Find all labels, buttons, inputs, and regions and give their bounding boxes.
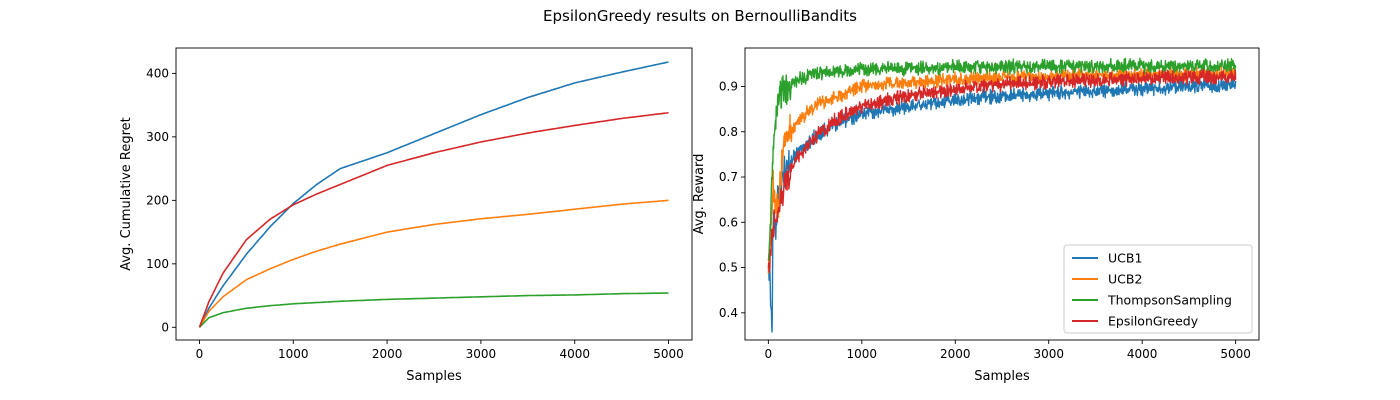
chart-1-y-axis-label: Avg. Cumulative Regret	[119, 117, 134, 271]
chart-2-x-tick-label: 5000	[1220, 347, 1251, 361]
chart-2-legend-label-ucb2: UCB2	[1108, 272, 1142, 287]
chart-2-x-tick-label: 4000	[1127, 347, 1158, 361]
chart-2-series-line-thompsonsampling	[767, 57, 1237, 261]
chart-1-x-axis-label: Samples	[406, 369, 462, 384]
chart-2-y-tick-label: 0.6	[719, 215, 738, 229]
chart-1-x-tick-label: 4000	[559, 347, 590, 361]
chart-2-axes-frame	[744, 47, 1260, 341]
chart-1-y-tick-label: 100	[146, 257, 169, 271]
chart-2-y-tick-label: 0.8	[719, 125, 738, 139]
chart-1-series-line-thompsonsampling	[198, 292, 669, 328]
chart-2-series-line-ucb1	[767, 77, 1237, 333]
reward-chart: 0 1000 2000 3000 4000 5000 0.4 0.5 0.6 0.7 0.8 0.9 S…	[692, 47, 1260, 384]
chart-2-legend-label-thompsonsampling: ThompsonSampling	[1107, 293, 1232, 308]
chart-1-x-tick-label: 5000	[653, 347, 684, 361]
chart-2-series-group	[767, 57, 1237, 333]
chart-2-y-tick-label: 0.4	[719, 306, 738, 320]
chart-2-legend-label-epsilongreedy: EpsilonGreedy	[1108, 314, 1199, 329]
chart-1-series-line-epsilongreedy	[198, 111, 669, 328]
chart-2-y-axis-label: Avg. Reward	[692, 154, 707, 235]
chart-1-y-tick-label: 200	[146, 193, 169, 207]
chart-2-y-tick-label: 0.9	[719, 79, 738, 93]
chart-1-x-tick-label: 3000	[466, 347, 497, 361]
chart-1-x-tick-label: 1000	[278, 347, 309, 361]
chart-2-x-tick-label: 0	[765, 347, 773, 361]
chart-2-x-tick-label: 2000	[940, 347, 971, 361]
chart-1-x-tick-label: 0	[196, 347, 204, 361]
chart-1-y-tick-label: 0	[161, 320, 169, 334]
chart-2-y-tick-label: 0.5	[719, 261, 738, 275]
chart-2-legend-box	[1063, 244, 1253, 334]
chart-1-series-line-ucb1	[198, 61, 669, 328]
chart-2-x-tick-label: 1000	[847, 347, 878, 361]
chart-2-legend-label-ucb1: UCB1	[1108, 251, 1142, 266]
figure-title: EpsilonGreedy results on BernoulliBandit…	[543, 7, 857, 25]
chart-2-x-tick-label: 3000	[1033, 347, 1064, 361]
chart-1-x-tick-label: 2000	[372, 347, 403, 361]
chart-1-y-tick-label: 300	[146, 130, 169, 144]
chart-1-series-line-ucb2	[198, 199, 669, 328]
chart-2-series-line-epsilongreedy	[767, 68, 1237, 273]
chart-2-x-axis-label: Samples	[974, 369, 1030, 384]
regret-chart: 0 1000 2000 3000 4000 5000 0 100 200 300 400 Sample…	[119, 47, 693, 384]
chart-1-axes-frame	[175, 47, 693, 341]
chart-2-y-tick-label: 0.7	[719, 170, 738, 184]
chart-1-y-tick-label: 400	[146, 66, 169, 80]
chart-1-series-group	[198, 61, 669, 328]
chart-2-legend: UCB1 UCB2 ThompsonSampling EpsilonGreedy	[1063, 244, 1253, 334]
